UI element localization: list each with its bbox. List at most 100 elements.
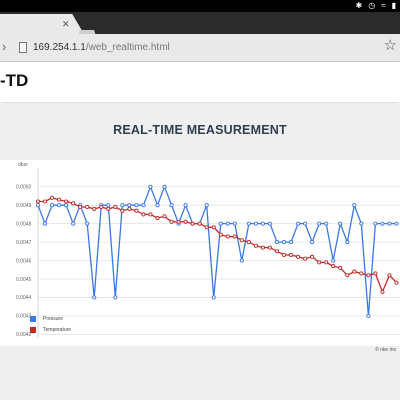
page-body: REAL-TIME MEASUREMENT dbar 0.0042 0.0043 0.… xyxy=(0,104,400,400)
data-point-temperature xyxy=(331,264,336,269)
data-point-temperature xyxy=(120,208,125,213)
chart-legend: Pressure Temperature xyxy=(30,314,71,336)
status-icons: ✱ ◷ ≈ ▮ xyxy=(356,1,396,11)
y-tick-label: 0.0044 xyxy=(16,295,32,301)
y-tick-label: 0.0049 xyxy=(16,203,32,209)
data-point-pressure xyxy=(387,221,392,226)
close-icon[interactable]: ✕ xyxy=(62,19,70,29)
data-point-pressure xyxy=(239,258,244,263)
data-point-pressure xyxy=(35,203,41,208)
data-point-temperature xyxy=(345,273,350,278)
data-point-temperature xyxy=(296,254,301,259)
y-tick-label: 0.0046 xyxy=(16,258,32,264)
data-point-temperature xyxy=(204,225,209,230)
data-point-pressure xyxy=(85,221,90,226)
data-point-pressure xyxy=(331,258,336,263)
data-point-pressure xyxy=(310,240,315,245)
forward-icon[interactable]: › xyxy=(2,39,7,54)
data-point-temperature xyxy=(190,221,195,226)
data-point-temperature xyxy=(218,232,223,237)
series-line-pressure xyxy=(37,184,397,316)
data-point-pressure xyxy=(296,221,301,226)
data-point-pressure xyxy=(366,313,371,318)
data-point-pressure xyxy=(71,221,76,226)
page-info-icon[interactable] xyxy=(19,42,27,53)
data-point-pressure xyxy=(134,203,139,208)
data-point-temperature xyxy=(317,260,322,265)
data-point-temperature xyxy=(71,201,76,206)
data-point-temperature xyxy=(197,221,202,226)
wifi-icon: ≈ xyxy=(381,1,386,10)
legend-label: Pressure xyxy=(43,315,64,322)
data-point-temperature xyxy=(35,199,41,204)
data-point-pressure xyxy=(267,221,273,226)
alarm-icon: ◷ xyxy=(368,1,376,10)
data-point-pressure xyxy=(120,203,125,208)
data-point-pressure xyxy=(246,221,251,226)
data-point-pressure xyxy=(260,221,265,226)
data-point-temperature xyxy=(225,234,230,239)
data-point-temperature xyxy=(92,206,97,211)
web-page: -TD REAL-TIME MEASUREMENT dbar 0.0042 0.00… xyxy=(0,62,400,400)
data-point-temperature xyxy=(387,273,392,278)
realtime-chart: dbar 0.0042 0.0043 0.0044 0.0045 0.0046 0.0047… xyxy=(16,162,400,338)
data-point-temperature xyxy=(352,269,357,274)
data-point-pressure xyxy=(183,203,188,208)
data-point-temperature xyxy=(260,245,265,250)
data-point-temperature xyxy=(141,212,146,217)
chart-card: dbar 0.0042 0.0043 0.0044 0.0045 0.0046 0.0047… xyxy=(0,160,400,346)
data-point-pressure xyxy=(338,221,343,226)
data-point-pressure xyxy=(359,221,364,226)
data-point-pressure xyxy=(394,221,399,226)
y-tick-label: 0.0042 xyxy=(16,332,32,338)
data-point-pressure xyxy=(57,203,62,208)
data-point-temperature xyxy=(64,199,69,204)
battery-icon: ▮ xyxy=(391,1,396,10)
y-tick-label: 0.0047 xyxy=(16,240,32,246)
data-point-temperature xyxy=(310,254,315,259)
data-point-pressure xyxy=(204,203,209,208)
data-point-pressure xyxy=(218,221,223,226)
data-point-pressure xyxy=(324,221,329,226)
data-point-temperature xyxy=(78,204,83,210)
data-point-temperature xyxy=(288,252,294,258)
bluetooth-icon: ✱ xyxy=(355,1,363,10)
data-point-temperature xyxy=(239,238,244,243)
data-point-pressure xyxy=(162,184,167,189)
page-title: -TD xyxy=(0,71,29,90)
address-bar[interactable]: 169.254.1.1/web_realtime.html xyxy=(33,42,170,54)
data-point-temperature xyxy=(155,216,160,221)
data-point-pressure xyxy=(253,221,258,226)
legend-swatch xyxy=(30,326,36,333)
y-tick-label: 0.0045 xyxy=(16,277,32,283)
data-point-temperature xyxy=(42,199,48,204)
footer-credit: © nke ins xyxy=(375,347,396,353)
data-point-temperature xyxy=(127,206,132,211)
data-point-pressure xyxy=(127,203,132,208)
data-point-pressure xyxy=(281,240,287,245)
data-point-temperature xyxy=(338,265,343,270)
data-point-pressure xyxy=(274,240,280,245)
data-point-temperature xyxy=(246,240,251,245)
bookmark-star-icon[interactable]: ☆ xyxy=(383,37,397,54)
data-point-pressure xyxy=(50,203,55,208)
data-point-temperature xyxy=(176,219,181,224)
legend-item-temperature: Temperature xyxy=(30,325,71,334)
data-point-pressure xyxy=(303,221,308,226)
legend-label: Temperature xyxy=(43,326,72,333)
tab-active[interactable]: ✕ xyxy=(0,14,84,34)
data-point-pressure xyxy=(113,295,118,300)
data-point-pressure xyxy=(106,203,111,208)
data-point-temperature xyxy=(324,260,329,265)
data-point-temperature xyxy=(394,280,399,285)
chart-heading: REAL-TIME MEASUREMENT xyxy=(113,123,287,137)
url-path: /web_realtime.html xyxy=(85,42,170,53)
data-point-temperature xyxy=(106,206,111,211)
data-point-pressure xyxy=(380,221,385,226)
url-host: 169.254.1.1 xyxy=(33,42,86,53)
data-point-temperature xyxy=(211,225,216,230)
data-point-pressure xyxy=(225,221,230,226)
data-point-temperature xyxy=(113,204,118,210)
y-tick-label: 0.0048 xyxy=(16,221,32,227)
data-point-temperature xyxy=(281,252,287,258)
